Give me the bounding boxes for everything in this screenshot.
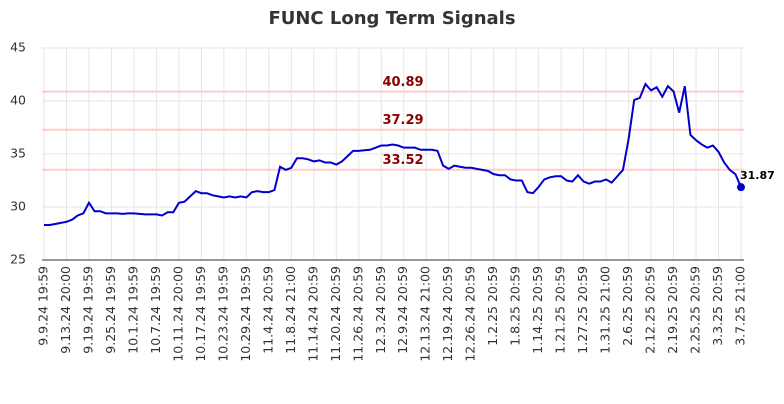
x-tick-label: 9.25.24 19:59 (103, 266, 118, 354)
reference-label: 37.29 (382, 113, 423, 128)
x-tick-label: 2.25.25 20:59 (688, 266, 703, 354)
reference-label: 33.52 (382, 153, 423, 168)
x-tick-label: 12.26.24 20:59 (463, 266, 478, 362)
x-tick-label: 2.12.25 20:59 (643, 266, 658, 354)
x-tick-label: 11.14.24 20:59 (305, 266, 320, 362)
x-tick-label: 10.17.24 19:59 (193, 266, 208, 362)
x-tick-label: 1.14.25 20:59 (530, 266, 545, 354)
x-tick-label: 9.13.24 20:00 (58, 266, 73, 354)
x-tick-label: 1.21.25 20:59 (553, 266, 568, 354)
x-tick-label: 3.3.25 20:59 (710, 266, 725, 346)
x-tick-label: 3.7.25 21:00 (733, 266, 748, 346)
x-tick-label: 10.7.24 19:59 (148, 266, 163, 354)
y-tick-label: 45 (10, 40, 26, 55)
x-tick-label: 1.27.25 20:59 (575, 266, 590, 354)
x-tick-label: 12.3.24 20:59 (373, 266, 388, 354)
x-tick-label: 1.8.25 20:59 (508, 266, 523, 346)
x-tick-label: 9.9.24 19:59 (36, 266, 51, 346)
y-tick-label: 40 (10, 93, 26, 108)
x-tick-label: 10.11.24 20:00 (170, 266, 185, 362)
chart-title: FUNC Long Term Signals (268, 8, 515, 29)
x-tick-label: 9.19.24 19:59 (80, 266, 95, 354)
x-tick-label: 10.23.24 19:59 (215, 266, 230, 362)
x-tick-label: 11.26.24 20:59 (350, 266, 365, 362)
x-tick-label: 1.2.25 20:59 (485, 266, 500, 346)
x-tick-label: 12.13.24 21:00 (418, 266, 433, 362)
line (44, 82, 742, 227)
x-tick-label: 2.6.25 20:59 (620, 266, 635, 346)
x-tick-label: 12.19.24 20:59 (440, 266, 455, 362)
x-tick-label: 1.31.25 21:00 (598, 266, 613, 354)
x-tick-label: 11.20.24 20:59 (328, 266, 343, 362)
y-tick-label: 25 (10, 252, 26, 267)
x-tick-label: 10.1.24 19:59 (125, 266, 140, 354)
x-tick-label: 11.4.24 20:59 (260, 266, 275, 354)
reference-label: 40.89 (382, 75, 423, 90)
x-tick-label: 10.29.24 19:59 (238, 266, 253, 362)
y-tick-label: 35 (10, 146, 26, 161)
x-tick-label: 11.8.24 21:00 (283, 266, 298, 354)
x-tick-label: 12.9.24 20:59 (395, 266, 410, 354)
x-tick-label: 2.19.25 20:59 (665, 266, 680, 354)
last-point (737, 183, 745, 192)
y-tick-label: 30 (10, 199, 26, 214)
last-value-label: 31.87 (740, 169, 775, 182)
